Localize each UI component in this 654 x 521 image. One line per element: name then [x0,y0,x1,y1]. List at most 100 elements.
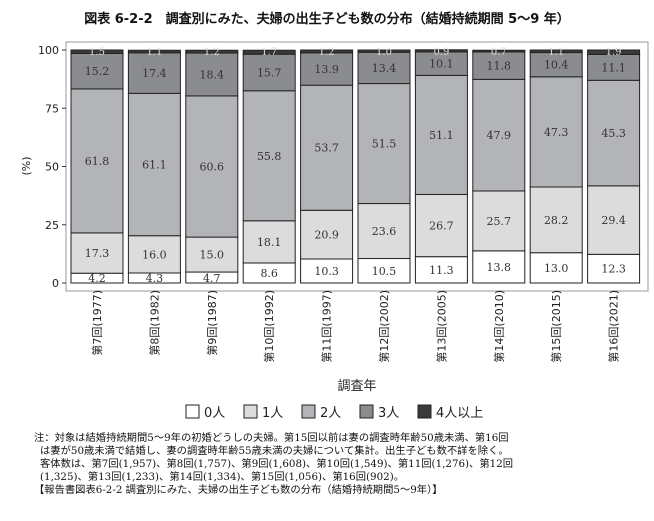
data-label: 11.3 [429,264,454,277]
data-label: 8.6 [260,267,278,280]
data-label: 1.9 [606,47,622,58]
data-label: 0.7 [491,47,507,58]
bar-segment [70,52,124,90]
data-label: 11.1 [601,61,626,74]
data-label: 47.9 [487,129,512,142]
bar-segment [414,49,468,53]
x-tick-label: 第16回(2021) [607,290,621,363]
data-label: 18.4 [200,68,225,81]
note-line: 【報告書図表6-2-2 調査別にみた、夫婦の出生子ども数の分布（結婚持続期間5～… [34,484,443,496]
bar-segment [127,49,181,54]
bar-segment [300,52,354,86]
legend-swatch [185,404,200,419]
data-label: 17.4 [142,67,167,80]
y-tick-label: 0 [52,277,59,290]
x-tick-label: 第13回(2005) [434,290,448,363]
bar-segment [529,76,583,188]
notes: 注：対象は結婚持続期間5～9年の初婚どうしの夫婦。第15回以前は妻の調査時年齢5… [34,432,513,497]
data-label: 10.4 [544,59,569,72]
data-label: 28.2 [544,214,569,227]
data-label: 45.3 [601,127,626,140]
legend-swatch [417,404,432,419]
note-line: (1,325)、第13回(1,233)、第14回(1,334)、第15回(1,0… [40,471,405,483]
bar-segment [587,49,641,55]
data-label: 61.1 [142,159,167,172]
data-label: 13.4 [372,62,397,75]
data-label: 1.2 [319,47,335,58]
bar-segment [529,49,583,54]
data-label: 15.7 [257,66,282,79]
data-label: 16.0 [142,248,167,261]
data-label: 47.3 [544,126,569,139]
data-label: 15.0 [200,249,225,262]
y-tick-label: 25 [45,219,59,232]
bar-segment [587,185,641,255]
data-label: 15.2 [85,65,110,78]
data-label: 1.1 [146,47,162,58]
bar-segment [472,190,526,252]
x-tick-label: 第15回(2015) [549,290,563,363]
data-label: 4.2 [88,272,106,285]
bar-segment [414,74,468,195]
data-label: 4.3 [146,272,164,285]
legend-label: 3人 [378,406,399,421]
legend-label: 0人 [204,406,225,421]
bar-segment [242,49,296,55]
legend-label: 4人以上 [436,406,483,421]
bar-segment [357,83,411,205]
bar-segment [414,256,468,284]
data-label: 55.8 [257,150,282,163]
data-label: 25.7 [487,215,512,228]
bar-segment [70,88,124,234]
x-tick-label: 第9回(1987) [205,290,219,356]
bar-segment [472,250,526,284]
legend-swatch [359,404,374,419]
data-label: 4.7 [203,272,221,285]
bar-segment [242,220,296,264]
data-label: 61.8 [85,155,110,168]
data-label: 0.9 [433,47,449,58]
bar-segment [185,49,239,54]
x-tick-label: 第12回(2002) [377,290,391,363]
stacked-bar-chart: 0 25 50 75 100 (%) 4.2 17.3 61.8 15.2 1.5 第7回(1977)… [20,41,649,421]
bar-segment [529,52,583,78]
data-label: 1.7 [261,47,277,58]
data-label: 10.3 [314,265,339,278]
bar-segment [300,209,354,260]
legend-label: 1人 [262,406,283,421]
bar-segment [529,252,583,284]
bar-segment [300,49,354,54]
data-label: 1.5 [89,47,105,58]
data-label: 13.0 [544,262,569,275]
bar-segment [185,52,239,97]
bar-segment [357,49,411,53]
note-line: 注：対象は結婚持続期間5～9年の初婚どうしの夫婦。第15回以前は妻の調査時年齢5… [34,432,509,444]
legend-label: 2人 [320,406,341,421]
data-label: 13.8 [487,261,512,274]
data-label: 17.3 [85,247,110,260]
data-label: 1.1 [548,47,564,58]
bar-segment [472,78,526,192]
bar-segment [357,51,411,85]
bar-segment [127,92,181,237]
x-tick-label: 第7回(1977) [90,290,104,356]
chart-title: 図表 6-2-2 調査別にみた、夫婦の出生子ども数の分布（結婚持続期間 5～9 … [84,12,570,27]
bar-segment [127,52,181,94]
data-label: 29.4 [601,214,626,227]
data-label: 18.1 [257,236,282,249]
data-label: 11.8 [487,60,512,73]
legend-swatch [301,404,316,419]
data-label: 10.1 [429,58,454,71]
data-label: 20.9 [314,229,339,242]
note-line: は妻が50歳未満で結婚し、妻の調査時年齢55歳未満の夫婦について集計。出生子ども… [40,445,509,457]
bar-segment [70,49,124,54]
x-tick-label: 第14回(2010) [492,290,506,363]
y-tick-label: 50 [45,161,59,174]
data-label: 53.7 [314,142,339,155]
data-label: 26.7 [429,220,454,233]
x-tick-label: 第10回(1992) [262,290,276,363]
data-label: 12.3 [601,263,626,276]
bar-segment [472,51,526,80]
data-label: 60.6 [200,161,225,174]
x-tick-label: 第8回(1982) [147,290,161,356]
